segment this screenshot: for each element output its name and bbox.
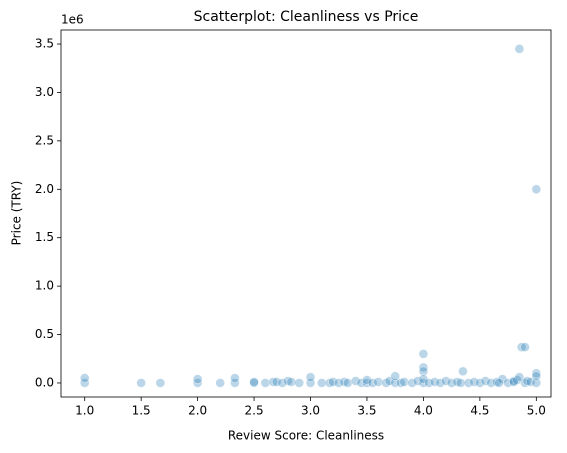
x-tick-label: 5.0 xyxy=(527,404,546,418)
point xyxy=(79,373,90,383)
x-tick-label: 4.5 xyxy=(470,404,489,418)
point xyxy=(441,376,451,386)
point xyxy=(497,374,508,384)
point xyxy=(516,342,527,352)
x-tick-label: 2.0 xyxy=(188,404,207,418)
point xyxy=(435,378,446,388)
y-tick-label: 2.0 xyxy=(35,182,54,196)
point xyxy=(305,372,316,382)
point xyxy=(192,378,203,388)
y-tick-label: 1.5 xyxy=(35,230,54,244)
point xyxy=(286,377,297,387)
point xyxy=(531,378,542,388)
chart-title: Scatterplot: Cleanliness vs Price xyxy=(194,9,419,25)
y-offset-label: 1e6 xyxy=(61,13,84,27)
point xyxy=(407,378,417,388)
point xyxy=(356,378,367,388)
point xyxy=(418,362,429,373)
y-tick-label: 3.0 xyxy=(35,85,54,99)
point xyxy=(452,377,463,387)
point xyxy=(531,184,542,195)
y-tick-label: 1.0 xyxy=(35,279,54,293)
point xyxy=(342,378,353,388)
point xyxy=(396,378,406,388)
point xyxy=(508,377,519,387)
y-tick-label: 2.5 xyxy=(35,133,54,147)
point xyxy=(399,377,410,387)
point xyxy=(520,342,530,352)
point xyxy=(531,368,542,379)
point xyxy=(418,366,429,377)
point xyxy=(412,376,423,386)
point xyxy=(494,378,504,388)
point xyxy=(531,371,542,381)
point xyxy=(373,377,384,387)
point xyxy=(339,377,350,387)
point xyxy=(522,376,533,386)
point xyxy=(317,378,327,388)
point xyxy=(230,378,240,388)
x-tick-label: 4.0 xyxy=(414,404,433,418)
x-tick-label: 1.5 xyxy=(132,404,151,418)
x-tick-label: 1.0 xyxy=(75,404,94,418)
point xyxy=(475,378,485,388)
y-axis-label: Price (TRY) xyxy=(10,181,24,246)
point xyxy=(249,377,259,387)
point xyxy=(215,378,225,388)
point xyxy=(136,378,146,388)
point xyxy=(418,374,429,384)
x-axis-label: Review Score: Cleanliness xyxy=(228,429,384,443)
x-tick-label: 3.5 xyxy=(357,404,376,418)
point xyxy=(390,371,400,381)
point xyxy=(230,373,240,383)
point xyxy=(362,375,372,385)
point xyxy=(514,44,525,54)
y-tick-label: 3.5 xyxy=(35,37,54,51)
x-tick-label: 3.0 xyxy=(301,404,320,418)
point xyxy=(260,378,271,388)
y-tick-label: 0.0 xyxy=(35,375,54,389)
point xyxy=(418,378,429,388)
point xyxy=(418,349,429,359)
point xyxy=(192,374,203,384)
point xyxy=(455,378,466,388)
plot-frame xyxy=(60,29,552,398)
point xyxy=(294,378,305,388)
point xyxy=(458,366,468,377)
point xyxy=(350,376,361,386)
point xyxy=(283,376,293,386)
point xyxy=(362,378,372,388)
point xyxy=(79,378,90,388)
y-tick-label: 0.5 xyxy=(35,327,54,341)
x-tick-label: 2.5 xyxy=(245,404,264,418)
point xyxy=(480,376,491,386)
point xyxy=(155,378,166,388)
